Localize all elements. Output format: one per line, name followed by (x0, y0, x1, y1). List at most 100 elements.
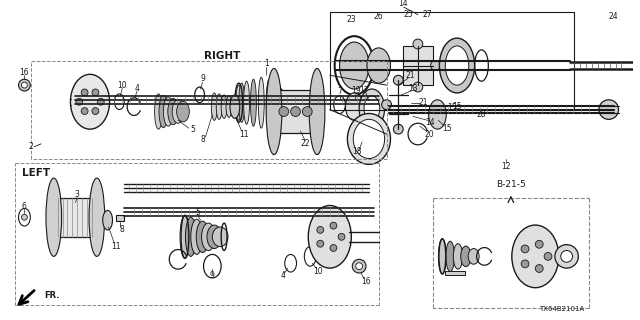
Circle shape (599, 100, 618, 119)
Ellipse shape (276, 87, 282, 118)
Ellipse shape (46, 178, 61, 256)
Text: 21: 21 (418, 98, 428, 107)
Circle shape (394, 124, 403, 134)
Ellipse shape (512, 225, 559, 288)
Circle shape (535, 265, 543, 272)
Text: 8: 8 (200, 135, 205, 144)
Text: 15: 15 (447, 103, 457, 112)
Circle shape (279, 107, 289, 116)
Text: 16: 16 (20, 68, 29, 77)
Text: B-21-5: B-21-5 (496, 180, 525, 189)
Text: 20: 20 (425, 130, 435, 139)
Circle shape (317, 227, 324, 233)
Circle shape (431, 60, 440, 70)
Circle shape (330, 222, 337, 229)
Ellipse shape (103, 210, 113, 230)
Text: 14: 14 (398, 0, 408, 8)
Ellipse shape (186, 217, 196, 256)
Text: 3: 3 (75, 190, 80, 199)
Ellipse shape (226, 96, 232, 117)
Ellipse shape (159, 95, 168, 128)
Ellipse shape (309, 68, 325, 155)
Text: 16: 16 (361, 277, 371, 286)
Text: 21: 21 (405, 71, 415, 80)
Ellipse shape (230, 95, 240, 118)
Text: 12: 12 (501, 162, 511, 171)
Ellipse shape (239, 83, 244, 122)
Ellipse shape (244, 81, 250, 124)
Ellipse shape (216, 94, 222, 119)
Text: 1: 1 (264, 59, 269, 68)
Ellipse shape (180, 215, 190, 258)
Text: 24: 24 (609, 12, 618, 21)
Ellipse shape (340, 42, 369, 89)
Ellipse shape (212, 227, 228, 247)
Ellipse shape (266, 79, 272, 126)
Circle shape (317, 240, 324, 247)
Ellipse shape (438, 239, 446, 274)
Circle shape (97, 98, 104, 105)
Circle shape (338, 233, 345, 240)
Ellipse shape (353, 119, 385, 158)
Ellipse shape (191, 219, 202, 254)
Text: 4: 4 (134, 84, 140, 92)
Text: LEFT: LEFT (22, 168, 50, 178)
Text: 7: 7 (337, 87, 342, 96)
Ellipse shape (259, 77, 264, 128)
Text: RIGHT: RIGHT (204, 51, 240, 61)
Bar (445, 271, 465, 275)
Ellipse shape (364, 96, 380, 121)
Circle shape (302, 107, 312, 116)
Text: 5: 5 (195, 208, 200, 217)
Circle shape (22, 214, 28, 220)
Ellipse shape (70, 74, 109, 129)
Ellipse shape (211, 93, 217, 120)
Text: 25: 25 (403, 10, 413, 19)
Ellipse shape (236, 85, 242, 120)
Ellipse shape (272, 83, 278, 122)
Ellipse shape (346, 93, 363, 120)
Ellipse shape (468, 249, 479, 264)
Ellipse shape (429, 100, 446, 129)
Text: 15: 15 (442, 124, 452, 133)
Circle shape (92, 89, 99, 96)
Circle shape (561, 251, 573, 262)
Circle shape (81, 89, 88, 96)
Ellipse shape (168, 98, 179, 125)
Circle shape (394, 75, 403, 85)
Circle shape (81, 108, 88, 115)
Ellipse shape (348, 114, 390, 164)
Ellipse shape (207, 225, 221, 249)
Text: 22: 22 (301, 139, 310, 148)
Circle shape (521, 260, 529, 268)
Circle shape (521, 245, 529, 253)
Circle shape (92, 108, 99, 115)
Text: 10: 10 (118, 81, 127, 90)
Ellipse shape (266, 68, 282, 155)
Text: 28: 28 (477, 110, 486, 119)
Ellipse shape (440, 38, 475, 93)
Text: 23: 23 (346, 15, 356, 24)
Ellipse shape (308, 205, 351, 268)
Circle shape (413, 82, 423, 92)
Text: 15: 15 (452, 102, 462, 111)
Text: 6: 6 (22, 202, 27, 211)
Bar (274, 90, 317, 133)
Text: 9: 9 (210, 271, 215, 280)
Ellipse shape (250, 79, 257, 126)
Text: 17: 17 (359, 85, 369, 94)
Circle shape (76, 98, 83, 105)
Text: 5: 5 (190, 125, 195, 134)
Ellipse shape (359, 89, 385, 128)
Circle shape (381, 100, 392, 109)
Circle shape (19, 79, 30, 91)
Circle shape (22, 82, 28, 88)
Text: 11: 11 (239, 130, 248, 139)
Bar (403, 46, 433, 85)
Text: 4: 4 (280, 271, 285, 280)
Text: 9: 9 (200, 74, 205, 83)
Circle shape (535, 240, 543, 248)
Circle shape (555, 244, 579, 268)
Text: 8: 8 (120, 226, 125, 235)
Text: 11: 11 (111, 242, 121, 251)
